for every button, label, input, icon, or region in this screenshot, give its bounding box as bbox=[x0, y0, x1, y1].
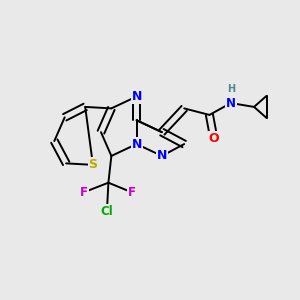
Text: N: N bbox=[131, 90, 142, 103]
Text: N: N bbox=[226, 97, 236, 110]
Text: N: N bbox=[131, 138, 142, 151]
Text: N: N bbox=[157, 149, 167, 162]
Text: S: S bbox=[88, 158, 98, 171]
Text: Cl: Cl bbox=[100, 205, 113, 218]
Text: F: F bbox=[128, 186, 136, 199]
Text: H: H bbox=[227, 84, 235, 94]
Text: O: O bbox=[208, 132, 219, 145]
Text: F: F bbox=[80, 186, 88, 199]
